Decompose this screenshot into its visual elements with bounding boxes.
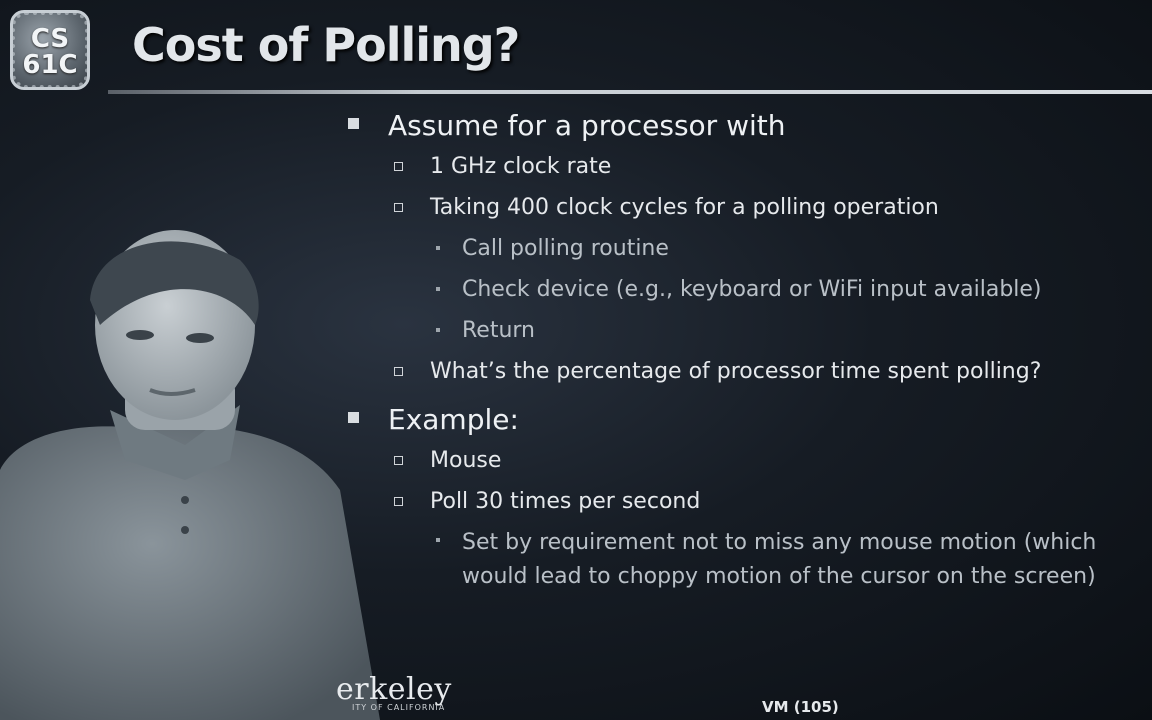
cs61c-logo: CS 61C	[10, 10, 90, 90]
bullet-level1: Example:	[344, 400, 1144, 440]
bullet-text: Mouse	[430, 448, 502, 473]
bullet-level3: Check device (e.g., keyboard or WiFi inp…	[344, 269, 1144, 310]
title-bar: CS 61C Cost of Polling?	[0, 0, 1152, 100]
bullet-text: Return	[462, 318, 536, 343]
berkeley-logo-subtitle: ITY OF CALIFORNIA	[352, 703, 446, 712]
bullet-level2: 1 GHz clock rate	[344, 146, 1144, 187]
slide-title: Cost of Polling?	[132, 18, 520, 72]
chip-pins-decoration	[11, 11, 89, 89]
dot-bullet-icon	[436, 287, 440, 291]
bullet-level3: Call polling routine	[344, 228, 1144, 269]
square-bullet-icon	[348, 412, 359, 423]
hollow-square-bullet-icon	[394, 367, 403, 376]
presenter-video-overlay	[0, 230, 380, 720]
slide-content: Assume for a processor with 1 GHz clock …	[344, 106, 1144, 594]
bullet-level3: Set by requirement not to miss any mouse…	[344, 522, 1144, 594]
hollow-square-bullet-icon	[394, 162, 403, 171]
bullet-level2: Taking 400 clock cycles for a polling op…	[344, 187, 1144, 228]
bullet-level1: Assume for a processor with	[344, 106, 1144, 146]
logo-line-2: 61C	[22, 50, 78, 80]
square-bullet-icon	[348, 118, 359, 129]
bullet-level3: Return	[344, 310, 1144, 351]
dot-bullet-icon	[436, 538, 440, 542]
bullet-level2: What’s the percentage of processor time …	[344, 351, 1144, 392]
bullet-text: Example:	[388, 403, 519, 436]
bullet-text: Check device (e.g., keyboard or WiFi inp…	[462, 277, 1042, 302]
hollow-square-bullet-icon	[394, 203, 403, 212]
slide-number: VM (105)	[762, 698, 839, 716]
dot-bullet-icon	[436, 328, 440, 332]
bullet-text: Assume for a processor with	[388, 109, 786, 142]
bullet-text: Call polling routine	[462, 236, 669, 261]
bullet-text: Set by requirement not to miss any mouse…	[462, 530, 1097, 589]
bullet-text: Poll 30 times per second	[430, 489, 701, 514]
dot-bullet-icon	[436, 246, 440, 250]
bullet-text: Taking 400 clock cycles for a polling op…	[430, 195, 939, 220]
berkeley-logo: erkeley	[336, 672, 452, 707]
hollow-square-bullet-icon	[394, 456, 403, 465]
title-underline	[108, 90, 1152, 94]
bullet-level2: Mouse	[344, 440, 1144, 481]
bullet-text: 1 GHz clock rate	[430, 154, 612, 179]
bullet-level2: Poll 30 times per second	[344, 481, 1144, 522]
logo-line-1: CS	[30, 24, 70, 54]
hollow-square-bullet-icon	[394, 497, 403, 506]
bullet-text: What’s the percentage of processor time …	[430, 359, 1042, 384]
